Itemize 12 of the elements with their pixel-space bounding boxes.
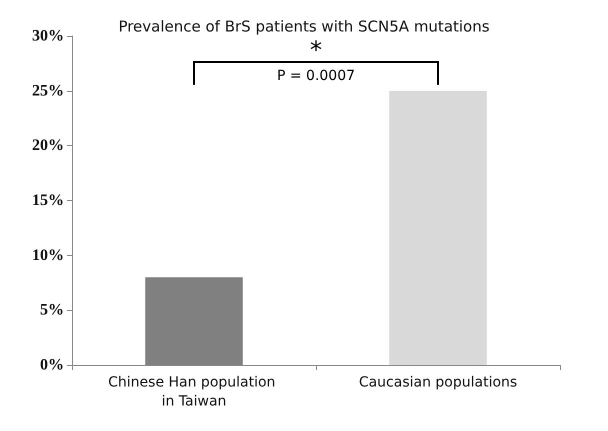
y-tick-label: 25% bbox=[32, 82, 64, 100]
annotation: P = 0.0007 bbox=[276, 68, 356, 84]
y-tick-label: 30% bbox=[32, 28, 64, 44]
chart-title: Prevalence of BrS patients with SCN5A mutations bbox=[118, 18, 490, 36]
x-tick-label: Chinese Han population in Taiwan bbox=[108, 374, 280, 410]
x-tick-label: Caucasian populations bbox=[358, 374, 518, 390]
y-tick-label: 0% bbox=[40, 356, 64, 374]
y-tick-label: 5% bbox=[40, 302, 64, 319]
annotation: * bbox=[310, 36, 322, 64]
y-tick-label: 10% bbox=[32, 246, 64, 264]
y-tick-label: 15% bbox=[32, 192, 64, 209]
y-tick-label: 20% bbox=[32, 137, 64, 154]
